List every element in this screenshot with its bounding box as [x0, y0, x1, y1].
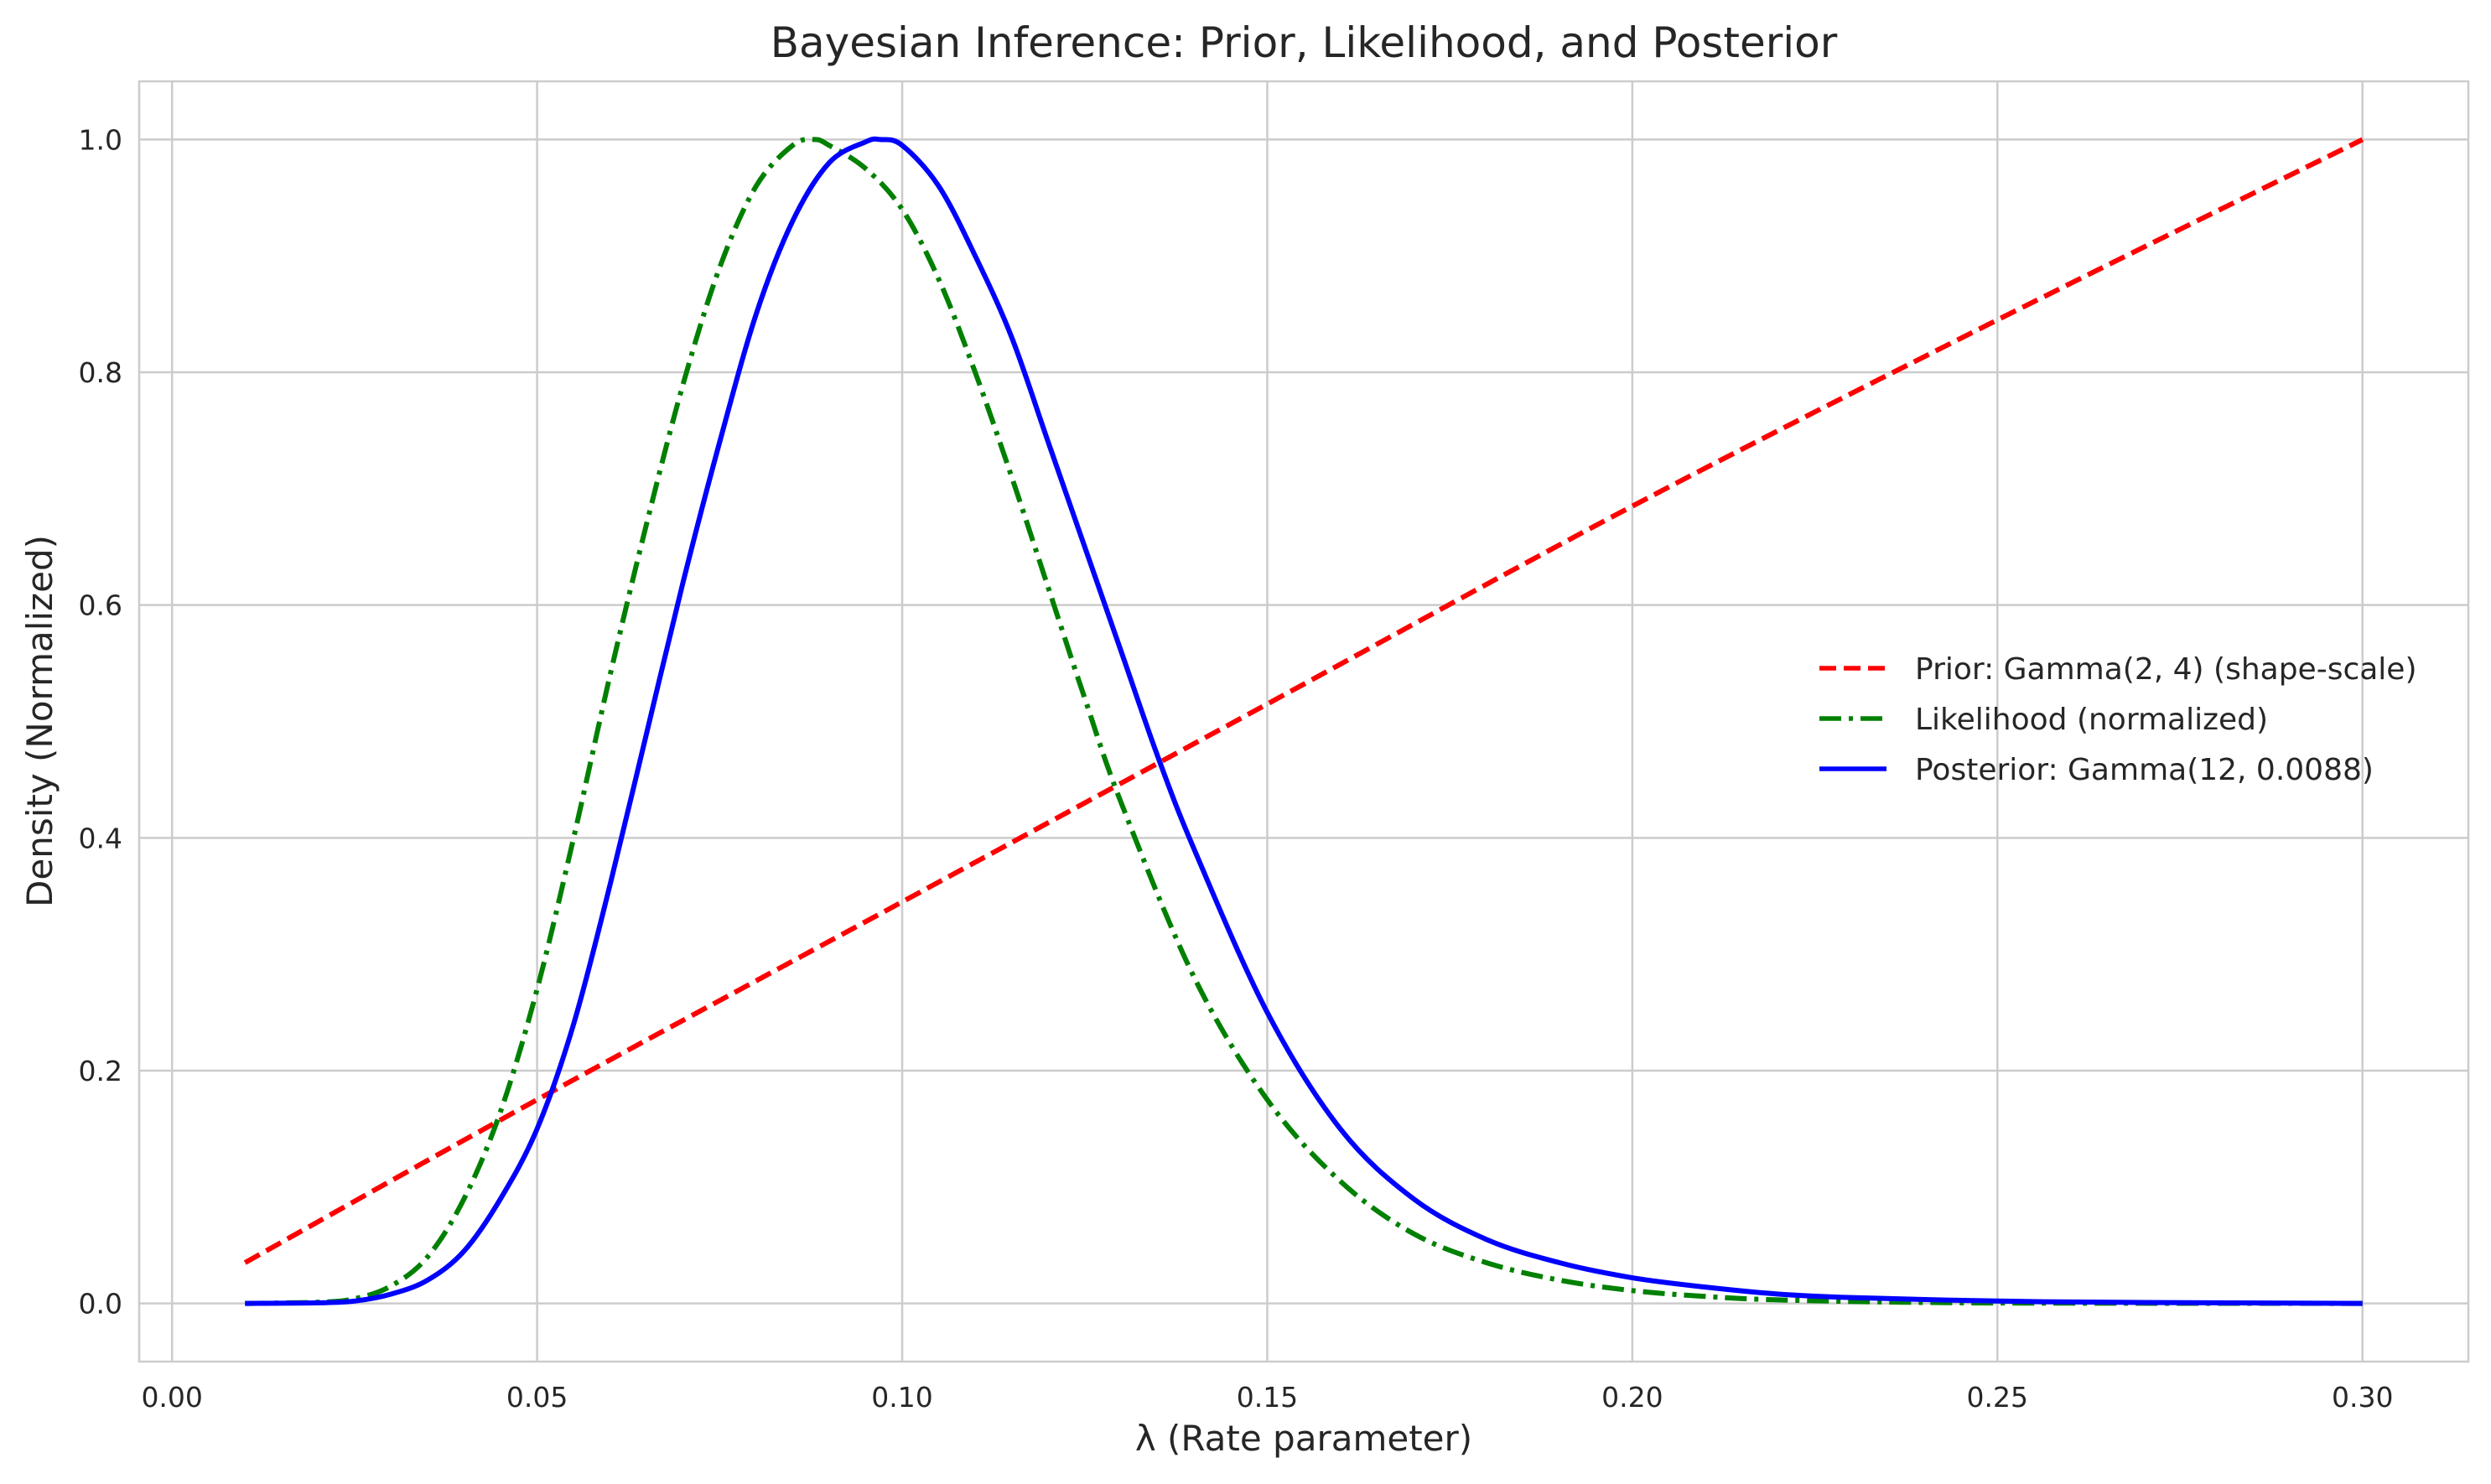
- y-tick-label: 0.8: [79, 356, 122, 389]
- prior-line: [243, 137, 2364, 1265]
- legend: Prior: Gamma(2, 4) (shape-scale) Likelih…: [1819, 652, 2417, 787]
- series-lines: [243, 136, 2364, 1306]
- legend-label-prior: Prior: Gamma(2, 4) (shape-scale): [1915, 652, 2417, 687]
- y-axis-title: Density (Normalized): [19, 535, 60, 907]
- y-tick-label: 1.0: [79, 123, 122, 156]
- x-tick-label: 0.05: [506, 1381, 568, 1414]
- x-tick-label: 0.00: [141, 1381, 202, 1414]
- x-tick-label: 0.15: [1237, 1381, 1298, 1414]
- legend-item-posterior: Posterior: Gamma(12, 0.0088): [1819, 753, 2374, 787]
- y-tick-label: 0.6: [79, 589, 122, 622]
- legend-label-likelihood: Likelihood (normalized): [1915, 703, 2268, 737]
- x-tick-label: 0.20: [1601, 1381, 1663, 1414]
- x-axis-title: λ (Rate parameter): [1135, 1418, 1472, 1459]
- y-tick-label: 0.4: [79, 822, 122, 854]
- x-tick-label: 0.25: [1967, 1381, 2028, 1414]
- y-tick-label: 0.0: [79, 1288, 122, 1321]
- chart-title: Bayesian Inference: Prior, Likelihood, a…: [771, 18, 1838, 67]
- x-tick-label: 0.10: [871, 1381, 932, 1414]
- likelihood-line: [245, 137, 2363, 1306]
- grid: [139, 81, 2468, 1362]
- x-tick-labels: 0.00 0.05 0.10 0.15 0.20 0.25 0.30: [141, 1381, 2393, 1414]
- x-tick-label: 0.30: [2332, 1381, 2393, 1414]
- legend-label-posterior: Posterior: Gamma(12, 0.0088): [1915, 753, 2374, 787]
- posterior-line: [245, 136, 2363, 1306]
- legend-item-prior: Prior: Gamma(2, 4) (shape-scale): [1819, 652, 2417, 687]
- y-tick-label: 0.2: [79, 1055, 122, 1087]
- y-tick-labels: 0.0 0.2 0.4 0.6 0.8 1.0: [79, 123, 122, 1320]
- legend-item-likelihood: Likelihood (normalized): [1819, 703, 2268, 737]
